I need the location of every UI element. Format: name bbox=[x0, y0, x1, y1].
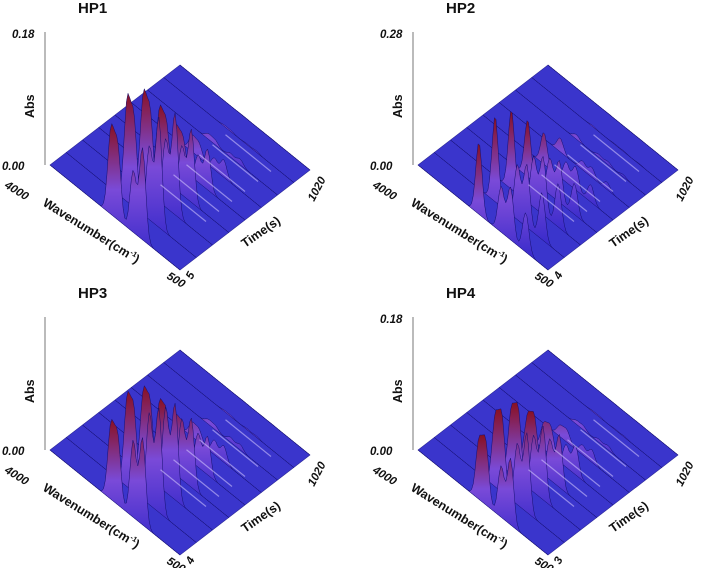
x-tick-end: 500 bbox=[164, 270, 187, 291]
spectrum-trace bbox=[163, 362, 295, 468]
spectrum-trace bbox=[49, 122, 181, 271]
surface-highlight bbox=[567, 154, 614, 192]
surface-highlight bbox=[199, 154, 246, 192]
x-axis-label-sup: -1 bbox=[497, 533, 507, 544]
panel-title: HP3 bbox=[78, 285, 107, 302]
spectrum-trace bbox=[498, 387, 631, 493]
spectrum-trace bbox=[147, 89, 278, 196]
surface-highlight bbox=[186, 164, 233, 202]
panel-title: HP1 bbox=[78, 0, 107, 17]
spectrum-trace bbox=[179, 349, 311, 456]
z-axis-label: Abs bbox=[23, 94, 37, 118]
y-tick-start: 3 bbox=[552, 555, 566, 567]
panel-hp1: HP10.180.00Abs400050051020Wavenumber(cm-… bbox=[2, 0, 329, 291]
surface-highlight bbox=[580, 144, 627, 182]
x-axis-label-sup: -1 bbox=[497, 248, 507, 259]
x-axis-label-suffix: ) bbox=[131, 537, 142, 551]
spectrum-trace bbox=[433, 117, 566, 258]
z-tick-top: 0.28 bbox=[380, 29, 403, 41]
z-tick-bottom: 0.00 bbox=[370, 446, 393, 458]
spectrum-trace bbox=[515, 374, 646, 481]
x-tick-start: 4000 bbox=[2, 464, 31, 489]
surface-highlight bbox=[225, 134, 272, 172]
x-tick-end: 500 bbox=[532, 270, 555, 291]
surface-highlight bbox=[186, 449, 233, 487]
surface-highlight bbox=[528, 184, 575, 222]
y-tick-end: 1020 bbox=[306, 175, 329, 204]
x-axis-label-suffix: ) bbox=[131, 252, 142, 266]
spectrum-trace bbox=[531, 362, 663, 468]
spectrum-trace bbox=[49, 418, 181, 556]
z-axis-label: Abs bbox=[23, 379, 37, 403]
surface-highlight bbox=[554, 164, 601, 202]
surface-highlight bbox=[541, 459, 588, 497]
surface-highlight bbox=[212, 144, 259, 182]
spectrum-trace bbox=[130, 102, 263, 208]
surface-highlight bbox=[580, 429, 627, 467]
y-tick-end: 1020 bbox=[674, 175, 697, 204]
surface-highlight bbox=[160, 184, 207, 222]
panel-hp2: HP20.280.00Abs400050041020Wavenumber(cm-… bbox=[370, 0, 697, 291]
spectrum-trace bbox=[515, 89, 646, 196]
surface-highlight bbox=[173, 174, 220, 212]
x-tick-start: 4000 bbox=[2, 179, 31, 204]
x-axis-label-sup: -1 bbox=[129, 533, 139, 544]
surface-highlight bbox=[160, 469, 207, 507]
z-tick-top: 0.18 bbox=[380, 314, 403, 326]
spectrum-trace bbox=[417, 143, 549, 271]
y-tick-end: 1020 bbox=[674, 460, 697, 489]
spectrum-trace bbox=[417, 434, 549, 556]
y-tick-end: 1020 bbox=[306, 460, 329, 489]
surface-highlight bbox=[199, 439, 246, 477]
surface-highlight bbox=[593, 419, 640, 457]
z-tick-bottom: 0.00 bbox=[2, 161, 25, 173]
y-tick-start: 5 bbox=[184, 270, 198, 282]
z-axis-label: Abs bbox=[391, 379, 405, 403]
surface-highlight bbox=[593, 134, 640, 172]
spectrum-trace bbox=[547, 64, 679, 171]
spectrum-trace bbox=[498, 102, 631, 208]
spectrum-trace bbox=[531, 77, 663, 183]
surface-highlight bbox=[212, 429, 259, 467]
z-axis-label: Abs bbox=[391, 94, 405, 118]
surface-highlight bbox=[567, 439, 614, 477]
surface-highlight bbox=[173, 459, 220, 497]
panel-title: HP2 bbox=[446, 0, 475, 17]
spectrum-trace bbox=[147, 374, 278, 481]
panel-title: HP4 bbox=[446, 285, 476, 302]
spectrum-trace bbox=[163, 77, 295, 183]
x-tick-start: 4000 bbox=[370, 179, 399, 204]
x-axis-label-suffix: ) bbox=[499, 252, 510, 266]
z-tick-bottom: 0.00 bbox=[2, 446, 25, 458]
panel-hp3: HP30.00Abs400050041020Wavenumber(cm-1)Ti… bbox=[2, 285, 329, 573]
panel-hp4: HP40.180.00Abs400050031020Wavenumber(cm-… bbox=[370, 285, 697, 573]
x-axis-label-suffix: ) bbox=[499, 537, 510, 551]
z-tick-top: 0.18 bbox=[12, 29, 35, 41]
surface-highlight bbox=[554, 449, 601, 487]
x-axis-label-sup: -1 bbox=[129, 248, 139, 259]
surface-highlight bbox=[541, 174, 588, 212]
spectrum-trace bbox=[547, 349, 679, 456]
z-tick-bottom: 0.00 bbox=[370, 161, 393, 173]
surface-highlight bbox=[225, 419, 272, 457]
x-tick-start: 4000 bbox=[370, 464, 399, 489]
spectrum-trace bbox=[65, 92, 198, 258]
spectrum-trace bbox=[179, 64, 311, 171]
surface-highlight bbox=[528, 469, 575, 507]
